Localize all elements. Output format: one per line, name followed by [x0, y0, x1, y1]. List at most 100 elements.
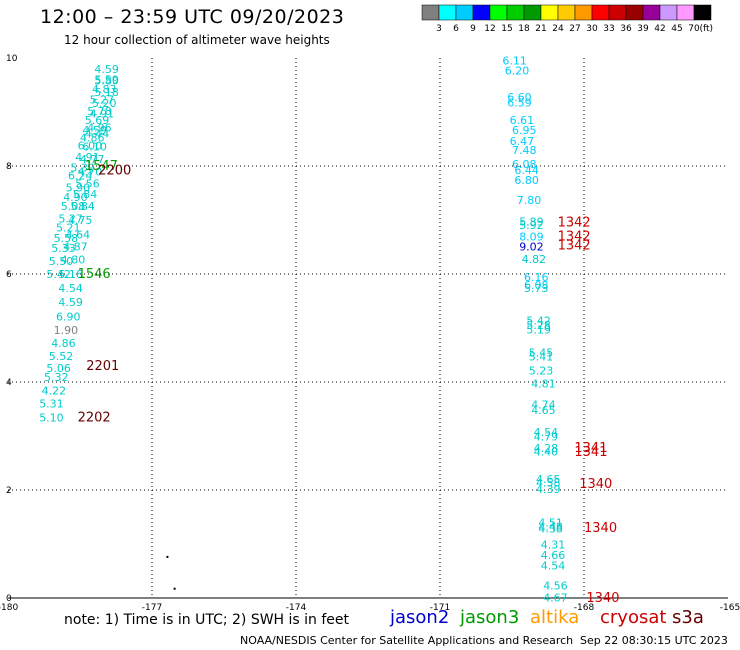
color-swatch: [659, 4, 678, 21]
color-scale-label: 12: [484, 24, 495, 34]
swh-value-label: 5.89: [519, 216, 544, 229]
x-tick-label: -180: [0, 603, 18, 613]
swh-value-label: 4.54: [58, 282, 83, 295]
color-scale-label: 27: [569, 24, 580, 34]
swh-value-label: 4.82: [522, 253, 547, 266]
swh-value-label: 5.56: [75, 177, 100, 190]
color-scale-label: 6: [453, 24, 459, 34]
swh-value-label: 5.78: [87, 105, 112, 118]
y-tick-label: 6: [6, 270, 12, 280]
color-scale-label: 42: [654, 24, 665, 34]
color-swatch: [693, 4, 712, 21]
y-tick-label: 4: [6, 378, 12, 388]
swh-value-label: 6.11: [502, 55, 527, 68]
swh-value-label: 4.48: [538, 521, 563, 534]
swh-value-label: 6.00: [78, 139, 103, 152]
color-scale-label: 9: [470, 24, 476, 34]
page-subtitle: 12 hour collection of altimeter wave hei…: [64, 33, 330, 47]
swh-value-label: 4.28: [534, 442, 559, 455]
swh-value-label: 5.52: [49, 350, 74, 363]
color-swatch: [472, 4, 491, 21]
swh-value-label: 4.79: [534, 431, 559, 444]
swh-value-label: 4.31: [541, 539, 566, 552]
swh-value-label: 4.70: [78, 165, 103, 178]
color-swatch: [438, 4, 457, 21]
swh-value-label: 4.74: [531, 399, 556, 412]
swh-value-label: 6.95: [512, 124, 537, 137]
color-swatch: [676, 4, 695, 21]
generated-timestamp: Sep 22 08:30:15 UTC 2023: [580, 634, 728, 647]
swh-value-label: 4.83: [92, 83, 117, 96]
pass-time-label: 2201: [86, 359, 119, 374]
swh-value-label: 5.31: [39, 398, 64, 411]
satellite-legend-cryosat: cryosat: [600, 607, 667, 628]
satellite-legend-s3a: s3a: [672, 607, 704, 628]
color-swatch: [574, 4, 593, 21]
color-swatch: [523, 4, 542, 21]
swh-value-label: 4.77: [80, 153, 105, 166]
color-scale-label: 18: [518, 24, 530, 34]
swh-value-label: 4.81: [531, 378, 556, 391]
swh-value-label: 7.48: [512, 144, 537, 157]
x-tick-label: -174: [286, 603, 307, 613]
color-scale-legend: 3 6 9 12 15 18 21 24 27 30 33 36 39 42 45 70 (ft): [421, 4, 713, 34]
color-swatch: [421, 4, 440, 21]
color-swatch: [540, 4, 559, 21]
y-tick-label: 10: [6, 54, 18, 64]
swh-value-label: 4.51: [538, 516, 563, 529]
color-swatch: [506, 4, 525, 21]
pass-time-label: 1341: [574, 441, 607, 456]
color-scale-label: 36: [620, 24, 632, 34]
swh-value-label: 4.87: [63, 240, 87, 253]
color-scale-label: 21: [535, 24, 546, 34]
swh-value-label: 6.24: [68, 170, 93, 183]
swh-value-label: 4.64: [66, 229, 91, 242]
swh-value-label: 4.40: [534, 446, 559, 459]
swh-value-label: 5.90: [66, 182, 91, 195]
swh-value-label: 4.67: [543, 591, 568, 604]
swh-value-label: 6.80: [514, 174, 539, 187]
x-tick-label: -165: [720, 603, 740, 613]
swh-value-label: 5.10: [39, 412, 64, 425]
color-swatch: [642, 4, 661, 21]
swh-value-label: 4.91: [75, 151, 100, 164]
swh-value-label: 4.91: [90, 108, 115, 121]
swh-value-label: 4.80: [61, 253, 86, 266]
swh-value-label: 6.61: [510, 114, 534, 127]
swh-value-label: 5.27: [58, 212, 83, 225]
swh-value-label: 7.80: [517, 194, 542, 207]
swh-value-label: 6.44: [514, 164, 539, 177]
swh-value-label: 1.90: [54, 324, 79, 337]
color-scale-label: 33: [603, 24, 614, 34]
swh-value-label: 5.41: [529, 351, 554, 364]
swh-value-label: 4.75: [68, 214, 93, 227]
color-swatch: [591, 4, 610, 21]
pass-time-label: 1342: [558, 216, 591, 231]
swh-value-label: 4.54: [534, 426, 559, 439]
swh-value-label: 6.20: [505, 64, 530, 77]
pass-time-label: 2200: [98, 163, 131, 178]
swh-value-label: 4.22: [42, 385, 67, 398]
swh-value-label: 5.30: [70, 162, 95, 175]
swh-value-label: 5.20: [92, 97, 117, 110]
satellite-legend-jason3: jason3: [460, 607, 520, 628]
swh-value-label: 6.47: [510, 135, 534, 148]
pass-time-label: 1341: [574, 445, 607, 460]
color-scale-label: 30: [586, 24, 598, 34]
swh-value-label: 6.08: [512, 158, 537, 171]
swh-value-label: 4.59: [58, 296, 83, 309]
swh-value-label: 4.86: [51, 337, 75, 350]
swh-value-label: 6.16: [524, 271, 549, 284]
swh-value-label: 5.08: [61, 200, 86, 213]
swh-value-label: 4.44: [85, 128, 110, 141]
swh-value-label: 6.90: [56, 311, 81, 324]
pass-time-label: 1340: [584, 521, 617, 536]
y-tick-label: 0: [6, 594, 12, 604]
swh-value-label: 4.58: [536, 476, 561, 489]
satellite-legend-jason2: jason2: [390, 607, 450, 628]
swh-value-label: 5.84: [70, 200, 95, 213]
swh-value-label: 5.06: [46, 362, 71, 375]
swh-value-label: 6.60: [507, 91, 532, 104]
swh-value-label: 5.69: [85, 114, 110, 127]
